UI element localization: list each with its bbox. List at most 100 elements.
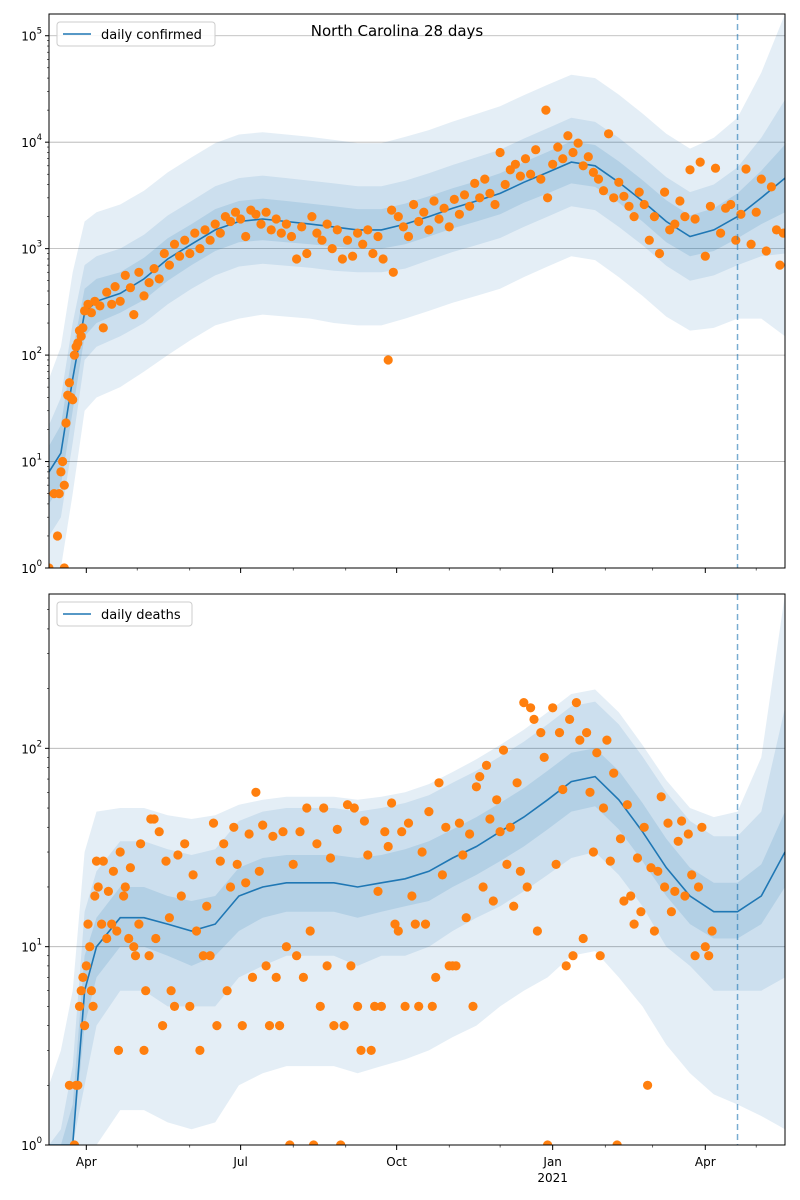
observed-point-180 — [636, 907, 646, 917]
ytick-label-1: 101 — [21, 938, 42, 955]
ytick-label-0: 100 — [21, 559, 42, 576]
observed-point-99 — [470, 178, 480, 188]
observed-point-115 — [548, 159, 558, 169]
observed-point-29 — [120, 270, 130, 280]
observed-point-146 — [705, 201, 716, 211]
observed-point-123 — [441, 822, 451, 832]
legend-box — [56, 21, 216, 47]
observed-point-128 — [458, 850, 468, 860]
observed-point-121 — [578, 161, 588, 171]
observed-point-142 — [685, 165, 695, 175]
observed-point-21 — [86, 308, 96, 318]
observed-point-0 — [64, 1080, 74, 1090]
observed-point-27 — [110, 282, 120, 292]
observed-point-39 — [154, 827, 164, 837]
observed-point-31 — [134, 919, 144, 929]
observed-point-156 — [554, 728, 565, 738]
observed-point-20 — [107, 919, 117, 929]
observed-point-52 — [236, 214, 246, 224]
ytick-exponent-1: 1 — [37, 453, 42, 463]
observed-point-92 — [336, 1140, 346, 1145]
ytick-label-5: 105 — [21, 27, 42, 44]
observed-point-5 — [58, 456, 68, 467]
observed-point-139 — [670, 219, 680, 229]
observed-point-5 — [76, 986, 86, 996]
observed-point-123 — [588, 167, 599, 177]
observed-point-110 — [397, 827, 407, 837]
observed-point-111 — [531, 145, 541, 155]
observed-point-130 — [624, 201, 634, 211]
observed-point-135 — [481, 760, 492, 771]
observed-point-10 — [85, 942, 95, 952]
observed-point-142 — [505, 822, 515, 832]
observed-point-128 — [614, 177, 624, 187]
observed-point-116 — [553, 142, 563, 152]
observed-point-86 — [315, 1001, 325, 1012]
observed-point-23 — [113, 1045, 124, 1055]
observed-point-41 — [161, 856, 171, 866]
observed-point-170 — [602, 735, 612, 745]
observed-point-84 — [393, 212, 403, 222]
observed-point-4 — [56, 467, 66, 477]
observed-point-14 — [91, 856, 102, 866]
observed-point-107 — [387, 798, 397, 808]
figure-title: North Carolina 28 days — [311, 22, 484, 40]
observed-point-25 — [102, 287, 112, 297]
xtick-label-3: Jan — [542, 1155, 562, 1169]
observed-point-95 — [449, 194, 459, 204]
observed-point-132 — [634, 187, 644, 197]
observed-point-44 — [195, 244, 205, 254]
observed-point-85 — [398, 222, 408, 232]
observed-point-141 — [680, 212, 690, 222]
band-inner — [49, 748, 785, 1145]
observed-point-42 — [164, 913, 174, 923]
observed-point-80 — [378, 254, 388, 264]
observed-point-67 — [312, 228, 322, 238]
ytick-label-0: 100 — [21, 1136, 42, 1153]
observed-point-102 — [370, 1001, 380, 1012]
axes-frame — [48, 593, 786, 1146]
observed-point-134 — [478, 882, 488, 892]
observed-point-94 — [342, 800, 353, 810]
observed-point-99 — [359, 816, 369, 826]
observed-point-141 — [502, 859, 512, 870]
observed-point-80 — [295, 827, 305, 837]
observed-point-89 — [419, 207, 429, 217]
observed-point-54 — [205, 951, 215, 961]
observed-point-38 — [164, 260, 174, 270]
observed-point-25 — [119, 891, 129, 901]
observed-point-61 — [229, 822, 239, 832]
ytick-exponent-2: 2 — [37, 739, 42, 749]
observed-point-98 — [465, 201, 475, 211]
observed-point-125 — [598, 186, 609, 196]
observed-point-91 — [429, 196, 439, 206]
observed-point-21 — [108, 866, 118, 876]
observed-point-168 — [595, 951, 605, 961]
observed-point-144 — [512, 778, 522, 788]
observed-point-71 — [332, 225, 342, 235]
band-outer — [49, 14, 785, 568]
observed-point-33 — [139, 291, 149, 301]
observed-point-93 — [339, 1021, 349, 1031]
xtick-label-0: Apr — [76, 1155, 97, 1169]
observed-point-101 — [480, 174, 490, 184]
observed-point-161 — [778, 228, 785, 238]
observed-point-89 — [325, 853, 336, 863]
observed-point-194 — [683, 829, 693, 839]
legend-label: daily confirmed — [101, 28, 202, 43]
observed-point-34 — [141, 986, 151, 996]
observed-point-192 — [677, 816, 687, 826]
observed-point-158 — [561, 961, 571, 971]
observed-point-131 — [629, 212, 639, 222]
observed-point-110 — [526, 169, 536, 179]
observed-point-186 — [656, 792, 666, 802]
observed-point-0 — [49, 563, 54, 568]
observed-point-122 — [583, 152, 593, 162]
observed-point-196 — [690, 951, 700, 961]
observed-point-162 — [575, 735, 585, 745]
observed-point-118 — [563, 131, 573, 141]
observed-point-6 — [78, 972, 88, 983]
observed-point-92 — [434, 214, 444, 224]
observed-point-163 — [578, 933, 588, 944]
observed-point-56 — [256, 219, 266, 229]
